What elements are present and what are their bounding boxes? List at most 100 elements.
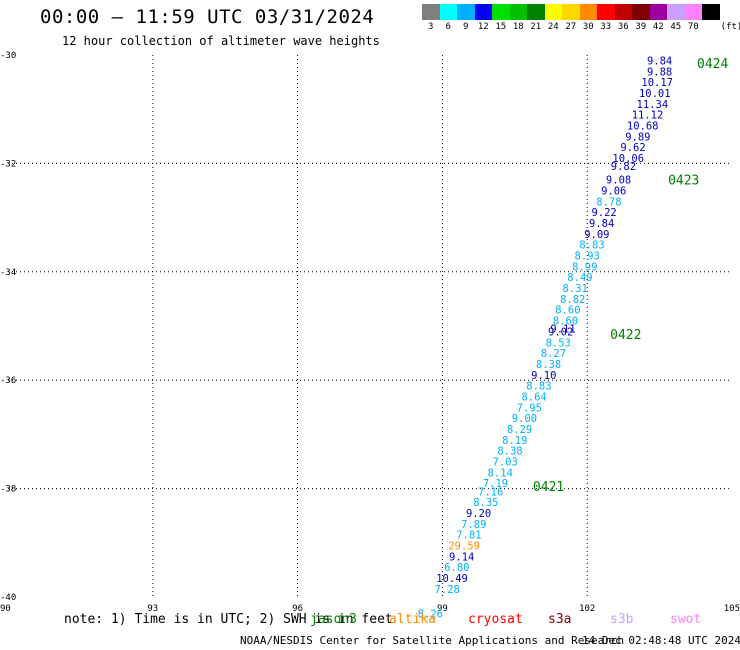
y-tick-label: -32 [0,159,16,169]
wave-height-point: 8.27 [541,348,566,360]
wave-height-point: 8.83 [526,381,551,393]
y-tick-label: -40 [0,593,16,603]
legend-label: 70 [687,22,699,32]
wave-height-point: 6.80 [444,562,469,574]
wave-height-point: 7.81 [456,530,481,542]
legend-label: 6 [445,22,451,32]
pass-time-label: 0423 [668,174,699,189]
satellite-altika: altika [389,612,436,627]
legend-swatch [492,4,510,20]
legend-swatch [632,4,650,20]
wave-height-point: 7.89 [461,519,486,531]
wave-height-point: 9.84 [647,55,672,67]
wave-height-point: 9.00 [512,413,537,425]
legend-swatch [614,4,632,20]
wave-height-point: 9.20 [466,508,491,520]
legend-swatch [527,4,545,20]
legend-unit: (ft) [720,22,740,32]
wave-height-point: 8.60 [555,305,580,317]
satellite-s3a: s3a [548,612,572,627]
wave-height-point: 8.64 [521,391,546,403]
credit-text: NOAA/NESDIS Center for Satellite Applica… [240,634,625,647]
wave-height-point: 8.29 [507,424,532,436]
pass-time-label: 0424 [697,57,728,72]
wave-height-point: 8.93 [575,251,600,263]
legend-label: 33 [600,22,612,32]
legend-label: 3 [428,22,434,32]
wave-height-point: 10.17 [641,77,673,89]
legend-swatch [684,4,702,20]
wave-height-point: 9.89 [625,131,650,143]
legend-swatch [422,4,440,20]
wave-height-point: 8.83 [579,240,604,252]
legend-label: 12 [477,22,489,32]
legend-label: 9 [463,22,469,32]
wave-height-point: 7.03 [492,457,517,469]
wave-height-point: 9.88 [647,66,672,78]
legend-swatch [544,4,562,20]
wave-height-point: 11.34 [637,99,669,111]
wave-height-point: 9.11 [550,324,575,336]
legend-label: 30 [582,22,594,32]
wave-height-point: 9.14 [449,551,474,563]
chart-subtitle: 12 hour collection of altimeter wave hei… [62,34,380,48]
legend-label: 45 [670,22,682,32]
wave-height-point: 8.99 [572,261,597,273]
satellite-cryosat: cryosat [468,612,523,627]
footer-note: note: 1) Time is in UTC; 2) SWH is in fe… [64,612,393,627]
wave-height-point: 8.14 [488,467,513,479]
color-scale-bar [422,4,720,20]
wave-height-point: 11.12 [632,110,664,122]
wave-height-point: 8.60 [553,316,578,328]
wave-height-point: 9.22 [591,207,616,219]
x-tick-label: 105 [724,604,740,614]
wave-height-point: 10.01 [639,88,671,100]
legend-swatch [579,4,597,20]
legend-label: 39 [635,22,647,32]
wave-height-point: 9.84 [589,218,614,230]
legend-swatch [439,4,457,20]
legend-swatch [649,4,667,20]
wave-height-point: 9.10 [531,370,556,382]
satellite-swot: swot [670,612,702,627]
satellite-jason3: jason3 [310,612,357,627]
pass-time-label: 0422 [610,328,641,343]
wave-height-point: 8.78 [596,196,621,208]
wave-height-point: 9.02 [548,326,573,338]
legend-label: 18 [512,22,524,32]
legend-label: 24 [547,22,559,32]
legend-swatch [562,4,580,20]
chart-title: 00:00 – 11:59 UTC 03/31/2024 [40,6,375,28]
wave-height-point: 8.49 [567,272,592,284]
wave-height-point: 8.82 [560,294,585,306]
legend-swatch [474,4,492,20]
wave-height-point: 7.19 [483,478,508,490]
legend-label: 27 [565,22,577,32]
legend-label: 42 [652,22,664,32]
wave-height-point: 8.38 [497,446,522,458]
y-tick-label: -36 [0,376,16,386]
satellite-s3b: s3b [610,612,634,627]
wave-height-point: 7.95 [517,402,542,414]
x-tick-label: 99 [437,604,448,614]
wave-height-point: 7.28 [435,584,460,596]
wave-height-point: 8.38 [536,359,561,371]
legend-swatch [457,4,475,20]
wave-height-point: 9.08 [606,175,631,187]
wave-height-point: 9.09 [584,229,609,241]
legend-swatch [597,4,615,20]
wave-height-point: 9.06 [601,186,626,198]
generated-timestamp: 14 Dec 02:48:48 UTC 2024 [582,634,740,647]
x-tick-label: 90 [0,604,11,614]
legend-label: 15 [495,22,507,32]
x-tick-label: 96 [292,604,303,614]
wave-height-point: 10.49 [436,573,468,585]
wave-height-point: 8.35 [473,497,498,509]
wave-height-point: 9.82 [611,161,636,173]
x-tick-label: 102 [579,604,595,614]
y-tick-label: -30 [0,51,16,61]
wave-height-point: 8.53 [546,337,571,349]
y-tick-label: -34 [0,268,16,278]
